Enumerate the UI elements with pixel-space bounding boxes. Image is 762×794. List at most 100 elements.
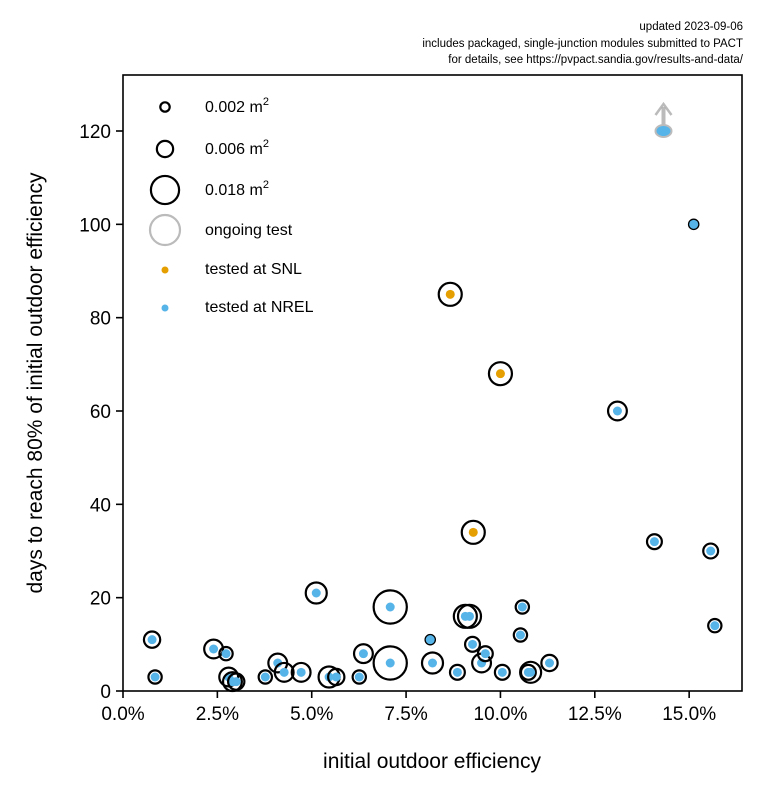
x-tick-label: 5.0% [290,704,333,725]
legend-item: 0.018 m2 [149,174,269,206]
annotation-link: for details, see https://pvpact.sandia.g… [448,54,743,66]
size-ring [687,218,700,231]
x-tick-label: 10.0% [474,704,528,725]
lab-marker [468,527,478,537]
legend-label-superscript: 2 [263,138,269,150]
lab-marker [273,658,283,668]
size-ring [372,589,408,625]
data-point [606,400,628,422]
data-point [372,589,408,625]
legend-size-marker [155,139,175,159]
size-ring [424,633,437,646]
ongoing-arrow-head [654,101,673,116]
size-ring [448,663,466,681]
lab-marker [526,667,536,677]
data-point [476,645,494,663]
lab-marker [354,672,364,682]
legend-item: tested at SNL [161,261,302,278]
size-ring [437,281,463,307]
size-ring [476,645,494,663]
size-ring [702,542,720,560]
lab-marker [706,546,716,556]
y-tick-label: 120 [79,122,111,143]
ongoing-ring [654,124,673,138]
annotation-scope: includes packaged, single-junction modul… [422,38,743,50]
lab-marker [468,639,478,649]
data-point [645,533,663,551]
lab-marker [452,667,462,677]
legend-label: tested at NREL [205,299,314,316]
lab-marker [464,611,474,621]
y-tick-label: 60 [90,402,111,423]
lab-marker [150,672,160,682]
x-tick-label: 15.0% [662,704,716,725]
data-point [304,581,328,605]
size-ring [460,519,486,545]
lab-marker [710,621,720,631]
y-tick-label: 40 [90,495,111,516]
lab-marker [296,667,306,677]
legend-lab-marker [161,304,169,312]
lab-marker [689,219,699,229]
data-point [273,661,295,683]
size-ring [487,361,514,387]
y-tick-label: 80 [90,309,111,330]
legend-item: tested at NREL [161,299,314,316]
y-tick-label: 0 [100,682,111,703]
data-point [514,599,531,615]
size-ring [147,669,163,685]
legend-lab-marker [161,266,169,274]
lab-marker [209,644,219,654]
lab-marker [517,602,527,612]
lab-marker [221,649,231,659]
annotations: updated 2023-09-06 includes packaged, si… [422,21,743,66]
legend-size-marker [159,101,171,113]
size-ring [512,627,529,643]
size-ring [420,651,445,675]
lab-marker [331,672,341,682]
legend-size-marker [149,174,181,206]
x-tick-label: 12.5% [568,704,622,725]
data-point [351,669,368,685]
x-tick-label: 2.5% [196,704,239,725]
data-point [147,669,163,685]
size-ring [218,645,234,662]
data-point [687,218,700,231]
data-points [142,101,723,693]
x-tick-label: 7.5% [384,704,427,725]
legend-label: 0.006 m2 [205,138,269,158]
size-ring [493,663,511,681]
legend-ongoing-marker [148,213,182,247]
legend-item: ongoing test [148,213,293,247]
plot-frame [122,74,743,692]
data-point [512,627,529,643]
lab-marker [428,658,437,668]
data-point [257,669,274,685]
lab-marker [445,289,455,299]
data-point [218,645,234,662]
data-point [702,542,720,560]
lab-marker [495,369,505,379]
data-point [448,663,466,681]
data-point [424,633,437,646]
y-tick-label: 100 [79,215,111,236]
legend-item: 0.002 m2 [159,96,269,116]
lab-marker [358,649,368,659]
legend-label: ongoing test [205,222,293,239]
lab-marker [480,649,490,659]
data-point [460,519,486,545]
data-point [290,661,312,683]
lab-marker [279,667,289,677]
lab-marker [545,658,555,668]
lab-marker [147,635,157,645]
lab-marker [649,537,659,547]
legend-label: 0.018 m2 [205,179,269,199]
lab-marker [231,677,241,687]
size-ring [142,630,162,649]
size-ring [463,635,482,653]
size-ring [304,581,328,605]
data-point [707,617,723,634]
legend-label-superscript: 2 [263,96,269,108]
lab-marker [612,406,622,416]
